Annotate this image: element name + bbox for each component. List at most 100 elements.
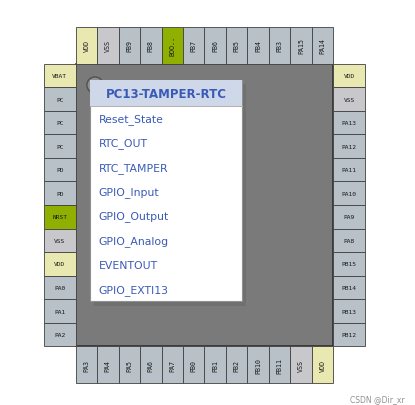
Text: PB6: PB6 xyxy=(212,40,218,52)
Text: PB15: PB15 xyxy=(342,262,357,267)
Text: PB4: PB4 xyxy=(255,40,261,52)
Bar xyxy=(140,28,161,65)
Bar xyxy=(161,346,183,384)
Text: PB9: PB9 xyxy=(126,40,132,52)
Bar xyxy=(205,346,226,384)
Text: PA5: PA5 xyxy=(126,359,132,371)
Text: VSS: VSS xyxy=(298,359,304,371)
Text: PB12: PB12 xyxy=(342,332,357,337)
Bar xyxy=(333,88,365,111)
Text: VDD: VDD xyxy=(83,40,89,52)
Text: PB7: PB7 xyxy=(191,40,197,52)
Circle shape xyxy=(87,78,103,94)
Text: PA13: PA13 xyxy=(342,121,357,126)
Text: PC: PC xyxy=(56,121,63,126)
Text: RTC_TAMPER: RTC_TAMPER xyxy=(99,162,168,173)
Bar xyxy=(247,28,269,65)
Bar xyxy=(44,158,76,182)
Bar xyxy=(44,205,76,229)
Bar xyxy=(44,323,76,347)
Bar xyxy=(44,182,76,206)
Bar xyxy=(90,81,242,107)
Bar xyxy=(119,28,140,65)
Bar xyxy=(183,28,205,65)
Bar xyxy=(312,346,333,384)
Bar xyxy=(333,135,365,159)
Bar xyxy=(44,64,76,88)
Bar xyxy=(226,28,247,65)
Bar xyxy=(333,182,365,206)
Bar xyxy=(333,205,365,229)
Bar xyxy=(97,28,119,65)
Text: PB10: PB10 xyxy=(255,357,261,373)
Text: GPIO_Input: GPIO_Input xyxy=(99,187,159,198)
Text: PC: PC xyxy=(56,144,63,149)
Bar xyxy=(94,85,246,306)
Text: Reset_State: Reset_State xyxy=(99,113,164,124)
Text: PD: PD xyxy=(56,168,63,173)
Bar xyxy=(76,28,97,65)
Bar xyxy=(97,346,119,384)
Bar xyxy=(76,346,97,384)
Bar xyxy=(44,253,76,276)
Text: PB5: PB5 xyxy=(234,40,240,52)
Bar xyxy=(312,28,333,65)
Text: PB2: PB2 xyxy=(234,359,240,371)
Bar xyxy=(44,88,76,111)
Text: PC: PC xyxy=(56,97,63,102)
Text: BOO..: BOO.. xyxy=(169,36,175,56)
Text: VDD: VDD xyxy=(344,74,355,79)
Text: GPIO_Output: GPIO_Output xyxy=(99,211,169,222)
Text: PA12: PA12 xyxy=(342,144,357,149)
Bar xyxy=(183,346,205,384)
Text: GPIO_Analog: GPIO_Analog xyxy=(99,235,169,246)
Text: PD: PD xyxy=(56,191,63,196)
Text: NRST: NRST xyxy=(52,215,67,220)
Bar xyxy=(44,112,76,135)
Bar xyxy=(269,346,290,384)
Text: PB8: PB8 xyxy=(148,40,154,52)
Bar xyxy=(90,81,242,302)
Bar xyxy=(333,323,365,347)
Text: PB11: PB11 xyxy=(277,357,283,373)
Bar xyxy=(119,346,140,384)
Text: PA9: PA9 xyxy=(344,215,355,220)
Bar xyxy=(333,112,365,135)
Text: PA3: PA3 xyxy=(83,359,89,371)
Text: PA7: PA7 xyxy=(169,359,175,371)
Text: PA8: PA8 xyxy=(344,238,355,243)
Bar xyxy=(44,276,76,300)
Bar xyxy=(44,300,76,323)
Bar xyxy=(247,346,269,384)
Text: PB0: PB0 xyxy=(191,359,197,371)
Bar xyxy=(269,28,290,65)
Text: VSS: VSS xyxy=(54,238,65,243)
Text: VSS: VSS xyxy=(344,97,355,102)
Bar xyxy=(140,346,161,384)
Text: VDD: VDD xyxy=(54,262,65,267)
Text: PB3: PB3 xyxy=(277,40,283,52)
Text: PA14: PA14 xyxy=(320,38,326,54)
Text: PA2: PA2 xyxy=(54,332,65,337)
Text: RTC_OUT: RTC_OUT xyxy=(99,138,148,149)
Bar xyxy=(333,253,365,276)
Bar xyxy=(44,135,76,159)
Text: VDD: VDD xyxy=(320,359,326,371)
Text: VSS: VSS xyxy=(105,40,111,52)
Bar xyxy=(290,28,312,65)
Text: CSDN @Dir_xr: CSDN @Dir_xr xyxy=(350,394,404,403)
Bar xyxy=(226,346,247,384)
Bar xyxy=(290,346,312,384)
Text: PB13: PB13 xyxy=(342,309,357,314)
Text: EVENTOUT: EVENTOUT xyxy=(99,260,158,270)
Text: PC13-TAMPER-RTC: PC13-TAMPER-RTC xyxy=(105,87,227,100)
Bar xyxy=(333,276,365,300)
Text: PA11: PA11 xyxy=(342,168,357,173)
Text: PA10: PA10 xyxy=(342,191,357,196)
Text: PA1: PA1 xyxy=(54,309,65,314)
Text: VBAT: VBAT xyxy=(52,74,67,79)
Bar xyxy=(161,28,183,65)
Bar xyxy=(205,28,226,65)
Text: PA6: PA6 xyxy=(148,359,154,371)
Text: GPIO_EXTI13: GPIO_EXTI13 xyxy=(99,284,168,295)
